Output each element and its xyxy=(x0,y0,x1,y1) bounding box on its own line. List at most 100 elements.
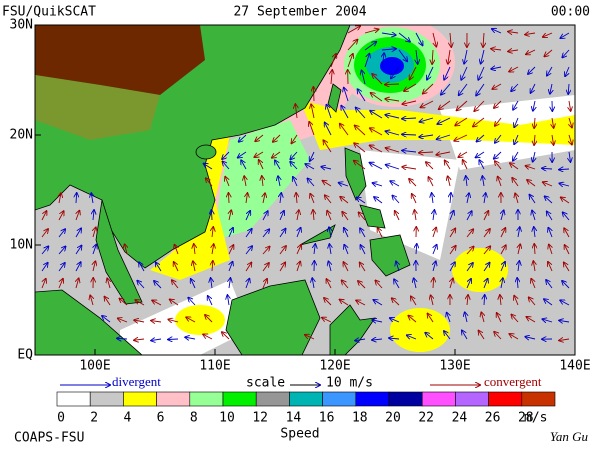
wind-vector xyxy=(533,100,535,111)
wind-vector xyxy=(501,210,504,221)
wind-vector xyxy=(457,100,468,110)
wind-vector xyxy=(372,74,383,85)
wind-vector xyxy=(279,229,286,238)
wind-vector xyxy=(229,262,233,272)
wind-vector xyxy=(344,245,348,255)
wind-vector xyxy=(238,151,247,158)
wind-vector xyxy=(259,160,264,170)
wind-vector xyxy=(58,246,66,255)
wind-vector xyxy=(309,122,315,136)
wind-vector xyxy=(263,193,265,204)
wind-vector xyxy=(501,278,503,289)
wind-vector xyxy=(565,66,570,76)
borneo xyxy=(225,279,321,355)
colorbar-tick: 10 xyxy=(219,411,235,426)
wind-vector xyxy=(381,33,396,35)
wind-vector xyxy=(495,117,502,126)
wind-vector xyxy=(433,210,434,221)
wind-vector xyxy=(466,246,474,255)
wind-vector xyxy=(151,339,162,341)
wind-vector xyxy=(433,278,434,289)
wind-vector xyxy=(552,134,554,145)
wind-vector xyxy=(75,228,81,238)
wind-vector xyxy=(378,228,383,238)
source: FSU/QuikSCAT xyxy=(2,5,96,20)
wind-vector xyxy=(411,296,417,306)
wind-vector xyxy=(58,279,63,289)
wind-vector xyxy=(560,32,570,38)
wind-vector xyxy=(534,244,535,255)
wind-vector xyxy=(511,83,519,91)
wind-vector xyxy=(42,279,46,289)
colorbar-tick: 14 xyxy=(286,411,302,426)
wind-vector xyxy=(322,318,332,323)
wind-vector xyxy=(433,261,436,272)
wind-vector xyxy=(398,49,407,61)
wind-vector xyxy=(291,134,298,143)
wind-vector xyxy=(328,261,331,272)
wind-vector xyxy=(543,182,553,187)
wind-vector xyxy=(461,66,468,80)
lon-label: 140E xyxy=(559,359,590,374)
wind-vector xyxy=(193,261,195,272)
wind-vector xyxy=(296,193,297,204)
scale-value: 10 m/s xyxy=(326,376,373,391)
colorbar-swatch xyxy=(222,391,257,407)
wind-vector xyxy=(444,331,451,340)
wind-vector xyxy=(542,319,553,322)
wind-vector xyxy=(325,123,332,136)
wind-vector xyxy=(58,211,64,221)
colorbar-tick: 0 xyxy=(57,411,65,426)
wind-vector xyxy=(395,211,400,221)
wind-vector xyxy=(386,131,400,136)
wind-vector xyxy=(41,263,48,272)
lat-labels: 30N 20N 10N EQ xyxy=(10,18,41,363)
wind-vector xyxy=(390,181,400,187)
wind-vector xyxy=(374,197,383,204)
wind-vector xyxy=(415,32,423,45)
wind-vector xyxy=(455,117,468,126)
wind-vector xyxy=(188,298,196,306)
wind-vector xyxy=(439,100,451,109)
wind-vector xyxy=(484,279,488,289)
yellow-band xyxy=(150,135,230,280)
wind-vector xyxy=(437,117,451,124)
wind-vector xyxy=(436,152,451,155)
wind-vector xyxy=(137,281,145,289)
wind-vector xyxy=(544,299,553,306)
wind-vector xyxy=(279,211,284,221)
wind-vector xyxy=(500,295,501,306)
frame xyxy=(34,24,576,356)
wind-vector xyxy=(518,244,520,255)
wind-vector xyxy=(467,193,469,204)
lon-label: 110E xyxy=(199,359,230,374)
colorbar-tick: 22 xyxy=(418,411,434,426)
divergent-label: divergent xyxy=(112,374,161,389)
wind-vector xyxy=(514,296,519,306)
wind-vector xyxy=(390,318,400,323)
wind-vector xyxy=(41,211,47,221)
wind-vector xyxy=(432,32,436,47)
yellow-patch xyxy=(175,305,225,335)
wind-vector xyxy=(364,29,379,34)
wind-vector xyxy=(428,177,434,187)
wind-vector xyxy=(484,193,486,204)
wind-vector xyxy=(526,166,536,169)
wind-vector xyxy=(211,278,212,289)
colorbar-tick: 8 xyxy=(190,411,198,426)
wind-vector xyxy=(273,134,281,142)
wind-vector xyxy=(313,87,314,102)
wind-vector xyxy=(561,197,570,204)
wind-vector xyxy=(560,300,570,306)
wind-vector xyxy=(495,134,502,143)
wind-vector xyxy=(392,196,400,204)
wind-vector xyxy=(102,316,111,323)
wind-vector xyxy=(482,176,484,187)
wind-vector xyxy=(385,84,400,85)
lat-label: EQ xyxy=(17,348,33,363)
wind-vector xyxy=(375,280,383,289)
wind-vector xyxy=(392,298,400,306)
wind-vector xyxy=(512,178,519,187)
wind-vector xyxy=(228,193,229,204)
visayas xyxy=(359,204,386,229)
